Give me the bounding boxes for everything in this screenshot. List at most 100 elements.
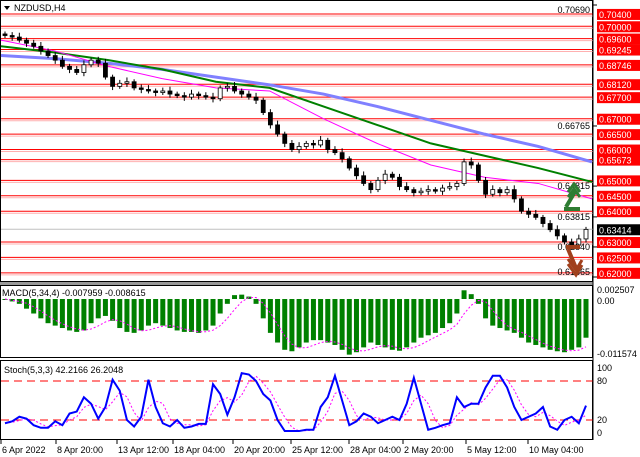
- candle: [526, 207, 532, 218]
- macd-bar: [9, 299, 15, 302]
- price-tick-label: 0.70690: [557, 5, 590, 15]
- candle: [311, 139, 316, 149]
- level-label-box: [597, 190, 640, 202]
- macd-bar: [447, 299, 453, 324]
- main-panel-border: [0, 0, 593, 282]
- candle: [375, 176, 381, 193]
- candle: [289, 139, 295, 153]
- macd-bar: [203, 299, 209, 331]
- candle: [554, 225, 560, 240]
- level-label-box: [597, 267, 640, 279]
- macd-tick-label: 0.00: [597, 296, 615, 306]
- panel-separator[interactable]: [0, 282, 593, 285]
- candle: [497, 187, 503, 197]
- date-label: 8 Apr 20:00: [57, 445, 103, 455]
- candle: [282, 131, 288, 148]
- stoch-tick-label: 0: [597, 428, 602, 438]
- level-label: 0.70000: [599, 22, 632, 32]
- candle: [325, 137, 331, 154]
- candle: [425, 185, 431, 195]
- candle: [461, 158, 467, 186]
- macd-bar: [325, 299, 331, 343]
- candle: [24, 37, 29, 47]
- level-label: 0.62000: [599, 269, 632, 279]
- candle: [411, 187, 417, 197]
- macd-bar: [303, 299, 309, 343]
- level-label: 0.68120: [599, 80, 632, 90]
- candle: [389, 171, 395, 180]
- macd-bar: [310, 299, 316, 341]
- date-label: 5 May 12:00: [467, 445, 517, 455]
- date-label: 25 Apr 12:00: [292, 445, 343, 455]
- dropdown-triangle-icon[interactable]: [4, 6, 10, 10]
- macd-bar: [260, 299, 266, 319]
- candle: [483, 176, 488, 198]
- date-label: 6 Apr 2022: [2, 445, 46, 455]
- macd-bar: [45, 299, 51, 324]
- macd-bar: [59, 299, 65, 329]
- macd-bar: [361, 299, 367, 348]
- macd-bar: [318, 299, 324, 341]
- macd-bar: [217, 299, 223, 314]
- macd-bar: [16, 299, 22, 304]
- macd-bar: [38, 299, 44, 319]
- macd-bar: [253, 299, 259, 304]
- macd-tick-label: 0.002507: [597, 285, 635, 295]
- level-label: 0.65673: [599, 156, 632, 166]
- candle: [511, 185, 517, 203]
- candle: [382, 169, 388, 185]
- candle: [181, 92, 187, 101]
- macd-bar: [432, 299, 438, 333]
- macd-bar: [67, 299, 73, 331]
- candle: [476, 162, 481, 183]
- candle: [368, 180, 374, 194]
- level-label-box: [597, 33, 640, 45]
- macd-bar: [289, 299, 295, 352]
- candle: [95, 56, 101, 67]
- macd-bar: [52, 299, 58, 326]
- macd-title: MACD(5,34,4) -0.007959 -0.008615: [2, 288, 146, 298]
- date-label: 28 Apr 04:00: [350, 445, 401, 455]
- candle: [203, 92, 209, 100]
- date-label: 2 May 20:00: [404, 445, 454, 455]
- macd-bar: [31, 299, 37, 314]
- candle: [38, 41, 44, 55]
- candle: [540, 214, 546, 228]
- macd-signal-line: [4, 297, 587, 352]
- macd-bar: [224, 299, 230, 304]
- candle: [9, 32, 15, 41]
- macd-histogram: [2, 290, 589, 355]
- macd-bar: [468, 294, 474, 299]
- macd-tick-label: -0.011574: [597, 349, 637, 359]
- candle: [117, 79, 123, 89]
- macd-bar: [181, 299, 187, 332]
- candle: [174, 91, 180, 99]
- candle: [533, 209, 539, 220]
- level-label-box: [597, 79, 640, 91]
- macd-bar: [88, 299, 94, 324]
- macd-bar: [196, 299, 202, 333]
- level-label-box: [597, 21, 640, 33]
- macd-bar: [490, 299, 496, 326]
- candle: [354, 164, 359, 180]
- level-label-box: [597, 252, 640, 264]
- macd-bar: [397, 299, 403, 351]
- candle: [74, 66, 80, 75]
- macd-bar: [561, 299, 567, 353]
- main-chart-title: NZDUSD,H4: [14, 3, 66, 13]
- macd-bar: [138, 299, 144, 331]
- macd-bar: [167, 299, 173, 329]
- macd-bar: [461, 290, 467, 299]
- date-label: 20 Apr 20:00: [234, 445, 285, 455]
- level-label: 0.68746: [599, 61, 632, 71]
- level-label-box: [597, 44, 640, 56]
- macd-bar: [124, 299, 130, 332]
- level-label-box: [597, 237, 640, 249]
- moving-average-line: [0, 54, 593, 164]
- candle: [81, 60, 87, 77]
- candle: [160, 87, 166, 95]
- level-label: 0.65000: [599, 176, 632, 186]
- candle: [547, 220, 553, 233]
- level-label: 0.63000: [599, 238, 632, 248]
